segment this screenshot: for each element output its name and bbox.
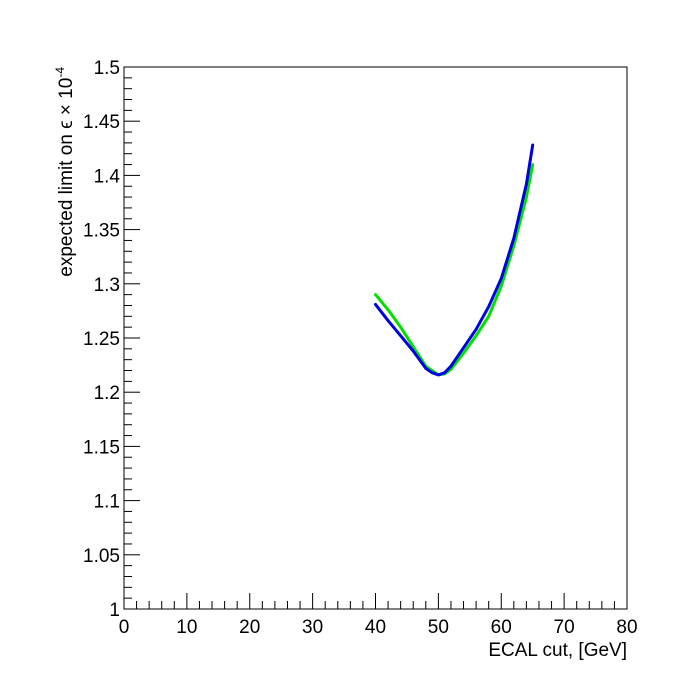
x-tick-labels: 0 10 20 30 40 50 60 70 80 [119,617,638,638]
series-line-1 [374,163,535,377]
y-axis-title-main: expected limit on ϵ × 10 [56,78,77,277]
x-tick-label: 60 [491,617,512,638]
x-tick-label: 20 [239,617,260,638]
x-tick-label: 80 [616,617,637,638]
y-tick-label: 1.1 [94,492,120,513]
y-tick-label: 1 [109,600,120,621]
x-tick-label: 0 [119,617,130,638]
y-tick-label: 1.3 [94,275,120,296]
y-axis-title-exponent: -4 [53,67,67,78]
x-tick-label: 50 [428,617,449,638]
y-tick-labels: 1 1.05 1.1 1.15 1.2 1.25 1.3 1.35 1.4 1.45 1.5 [83,58,120,621]
y-minor-ticks [124,66,140,610]
y-tick-label: 1.4 [94,166,121,187]
x-axis-title: ECAL cut, [GeV] [488,640,627,661]
x-tick-label: 10 [176,617,197,638]
series-line-2 [374,143,535,377]
y-axis-title: expected limit on ϵ × 10-4 [53,67,77,277]
series-lines [374,143,535,377]
y-tick-label: 1.35 [83,221,120,242]
y-tick-label: 1.25 [83,329,120,350]
x-tick-label: 40 [365,617,386,638]
y-tick-label: 1.15 [83,437,120,458]
y-tick-label: 1.05 [83,546,120,567]
x-tick-label: 70 [554,617,575,638]
y-tick-label: 1.2 [94,383,120,404]
y-tick-label: 1.45 [83,112,120,133]
x-tick-label: 30 [302,617,323,638]
x-minor-ticks [123,593,628,609]
y-tick-label: 1.5 [94,58,120,79]
plot-frame [123,66,628,610]
